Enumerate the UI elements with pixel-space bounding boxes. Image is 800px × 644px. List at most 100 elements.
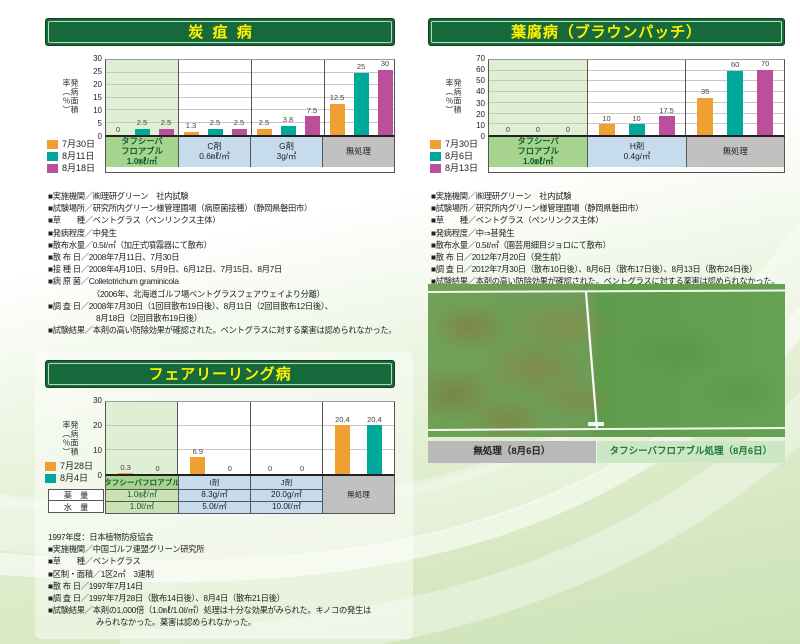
bar-slot: 35 [693, 60, 717, 135]
dose-cell: 8.3g/㎡ [178, 489, 250, 501]
note-line: 8月18日（2回目散布19日後） [48, 313, 202, 324]
brownpatch-header: 葉腐病（ブラウンパッチ） [428, 18, 785, 46]
note-line: ■試験結果／本剤の高い防除効果が確認された。ベントグラスに対する薬害は認められな… [48, 325, 397, 336]
group-column-product: 0 0 0 [489, 60, 588, 135]
group-column-untreated: 12.5 25 30 [325, 60, 397, 135]
group-label-untreated: 無処理 [322, 137, 394, 167]
bar [598, 124, 615, 135]
bar [231, 128, 247, 135]
group-label-line: タフシーバフロアブル [106, 477, 178, 487]
y-tick: 10 [476, 120, 485, 130]
y-axis-ticks: 0 10 20 30 40 50 60 70 [459, 55, 485, 141]
bar [304, 116, 320, 135]
water-value: 5.0ℓ/㎡ [202, 502, 227, 512]
gridline [489, 69, 784, 71]
note-line: ■区制・面積／1区2㎡ 3連制 [48, 568, 154, 579]
bar [190, 457, 206, 474]
legend-swatch [45, 474, 56, 483]
note-line: ■試験場所／研究所内グリーン様管理圃場（病原菌接種）（静岡県磐田市） [48, 203, 313, 214]
bar-slot: 20.4 [331, 402, 353, 474]
water-cell: 10.0ℓ/㎡ [250, 501, 322, 513]
dose-cell: 1.0㎖/㎡ [106, 489, 178, 501]
note-line: ■調 査 日／1997年7月28日（散布14日後）、8月4日（散布21日後） [48, 593, 285, 604]
section-title: フェアリーリング病 [148, 365, 292, 383]
y-axis-label: 発病面積率（％） [445, 78, 462, 115]
legend-item: 8月11日 [47, 152, 105, 161]
legend-item: 7月30日 [430, 140, 488, 149]
bar [366, 425, 382, 474]
bar [183, 131, 199, 135]
legend-swatch [45, 462, 56, 471]
plot-area: 0.3 0 6.9 0 0 0 20.4 20.4 [105, 401, 395, 476]
legend-label: 8月11日 [62, 151, 95, 161]
group-column-untreated: 20.4 20.4 [323, 402, 394, 474]
legend-swatch [47, 164, 58, 173]
bar-slot: 2.5 [254, 60, 274, 135]
water-value: 10.0ℓ/㎡ [271, 502, 302, 512]
bar-slot: 0 [147, 402, 169, 474]
group-label-line: 無処理 [346, 146, 371, 157]
bar-slot: 12.5 [327, 60, 347, 135]
bar-value-label: 25 [356, 62, 366, 71]
bar-value-label: 0 [115, 124, 121, 134]
plot-columns: 0.3 0 6.9 0 0 0 20.4 20.4 [106, 402, 394, 474]
bar-slot: 6.9 [187, 402, 209, 474]
legend-area: 薬 量水 量 [45, 476, 105, 514]
water-cell: 5.0ℓ/㎡ [178, 501, 250, 513]
y-tick: 50 [476, 76, 485, 86]
note-line: ■発病程度／中⇒甚発生 [431, 227, 515, 238]
bar-value-label: 10 [602, 113, 611, 123]
group-column-untreated: 35 60 70 [686, 60, 784, 135]
note-line: ■病 原 菌／Colletotrichum graminicola [48, 276, 179, 287]
group-label-line: フロアブル [517, 146, 559, 157]
note-line: ■実施機関／中国ゴルフ連盟グリーン研究所 [48, 544, 205, 555]
bar-slot: 0 [219, 402, 241, 474]
group-label-reference: C剤 0.6㎖/㎡ [178, 137, 250, 167]
plot-area: 0 2.5 2.5 1.3 2.5 2.5 2.5 3.8 7.5 12.5 25 30 [105, 59, 395, 137]
bar-slot: 17.5 [655, 60, 679, 135]
bar-slot: 0.3 [115, 402, 137, 474]
bar-slot: 70 [753, 60, 777, 135]
bar-value-label: 0 [300, 463, 305, 473]
bar-value-label: 0.3 [120, 462, 131, 472]
note-line: ■調 査 日／2012年7月30日（散布10日後）、8月6日（散布17日後）、8… [431, 264, 757, 275]
note-line: ■接 種 日／2008年4月10日、5月9日、6月12日、7月15日、8月7日 [48, 264, 283, 275]
legend-swatch [47, 152, 58, 161]
note-line: ■散布水量／0.5ℓ/㎡（加圧式噴霧器にて散布） [48, 239, 212, 250]
group-label-line: 1.0㎖/㎡ [522, 155, 554, 166]
caption-untreated: 無処理（8月6日） [428, 441, 596, 463]
legend-area: 7月30日 8月6日 8月13日 [428, 137, 488, 173]
bar [757, 69, 774, 135]
gridline [489, 123, 784, 125]
anthracnose-chart: 発病面積率（％） 0 5 10 15 20 25 30 0 2.5 2.5 1.3 2.5 2.5 2.5 3… [45, 55, 395, 173]
y-tick: 15 [93, 93, 102, 102]
anthracnose-section: 炭疽病 発病面積率（％） 0 5 10 15 20 25 30 0 2.5 2.5 1.3 2.5 2.5… [45, 18, 397, 336]
bar-slot: 30 [375, 60, 395, 135]
field-photo-section: 無処理（8月6日） タフシーバフロアブル処理（8月6日） [428, 284, 785, 463]
plot-columns: 0 2.5 2.5 1.3 2.5 2.5 2.5 3.8 7.5 12.5 25 30 [106, 60, 394, 135]
y-tick: 30 [93, 396, 102, 405]
chart-plot-row: 発病面積率（％） 0 5 10 15 20 25 30 0 2.5 2.5 1.3 2.5 2.5 2.5 3… [45, 55, 395, 141]
note-line: みられなかった。薬害は認められなかった。 [48, 617, 256, 628]
group-label-reference: G剤 3g/㎡ [250, 137, 322, 167]
group-label-reference: I剤 [178, 476, 250, 489]
y-axis: 発病面積率（％） 0 5 10 15 20 25 30 [45, 55, 105, 141]
chart-label-row: 7月30日 8月11日 8月18日 タフシーバ フロアブル 1.0㎖/㎡ C剤 0.6㎖/㎡ G… [45, 137, 395, 173]
y-axis-ticks: 0 5 10 15 20 25 30 [76, 55, 102, 141]
legend: 7月30日 8月11日 8月18日 [45, 137, 105, 173]
caption-treated: タフシーバフロアブル処理（8月6日） [596, 441, 785, 463]
y-axis: 発病面積率（％） 0 10 20 30 [45, 397, 105, 480]
group-label-line: 0.6㎖/㎡ [199, 151, 230, 161]
bar [628, 124, 645, 135]
group-label-table: タフシーバ フロアブル 1.0㎖/㎡ H剤 0.4g/㎡ 無処理 [488, 137, 785, 173]
plot-columns: 0 0 0 10 10 17.5 35 60 70 [489, 60, 784, 135]
section-title: 炭疽病 [188, 23, 262, 41]
bar [134, 128, 150, 135]
bar-value-label: 20.4 [335, 414, 350, 424]
bar-slot: 0 [291, 402, 313, 474]
group-label-line: G剤 [279, 141, 294, 152]
fairyring-chart: 発病面積率（％） 0 10 20 30 0.3 0 6.9 0 0 0 20.4 20.4 7月28日 8月… [45, 397, 395, 514]
photo-captions: 無処理（8月6日） タフシーバフロアブル処理（8月6日） [428, 441, 785, 463]
y-tick: 60 [476, 65, 485, 75]
note-line: ■散 布 日／2012年7月20日（発生前） [431, 252, 566, 263]
